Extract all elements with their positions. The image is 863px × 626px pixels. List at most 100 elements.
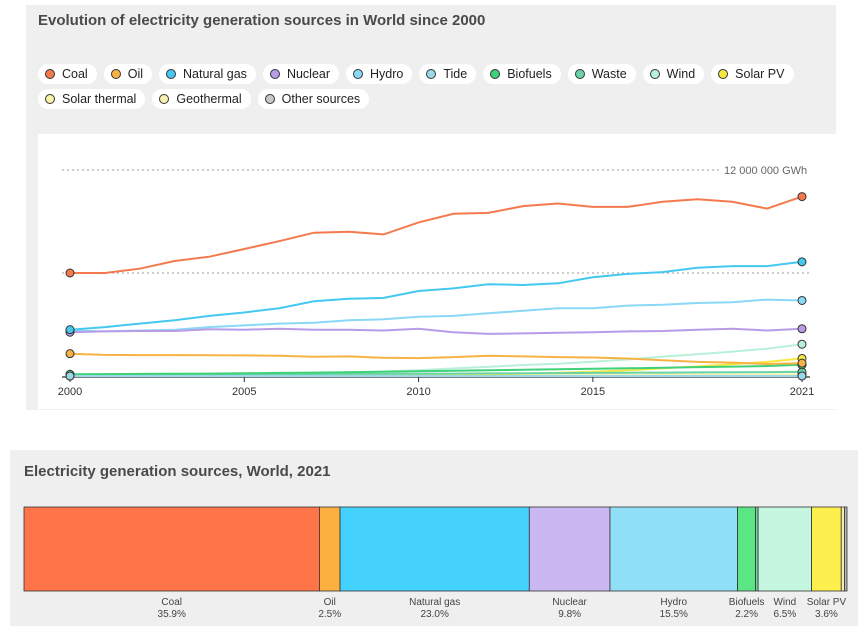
legend-label: Hydro: [370, 67, 404, 81]
legend-dot-icon: [269, 69, 280, 79]
bar-category-name: Coal: [161, 597, 182, 608]
legend-dot-icon: [110, 69, 121, 79]
end-point-hydro[interactable]: [797, 295, 807, 305]
bar-category-name: Oil: [323, 597, 336, 608]
legend-label: Solar thermal: [62, 92, 137, 106]
legend-dot-icon: [649, 69, 660, 79]
legend-item-natural-gas[interactable]: Natural gas: [159, 64, 256, 84]
end-point-wind[interactable]: [797, 339, 807, 349]
bar-segment-oil[interactable]: [319, 506, 341, 592]
reference-label: 12 000 000 GWh: [724, 165, 807, 177]
legend-label: Biofuels: [507, 67, 552, 81]
bar-segment-biofuels[interactable]: [737, 506, 757, 592]
legend-label: Wind: [666, 67, 696, 81]
x-tick-label: 2021: [790, 386, 814, 398]
bar-label-natural-gas: Natural gas 23.0%: [395, 597, 475, 621]
legend-dot-icon: [159, 94, 170, 104]
legend-item-tide[interactable]: Tide: [419, 64, 477, 84]
end-point-natural-gas[interactable]: [797, 257, 807, 267]
bar-segment-solar-pv[interactable]: [811, 506, 842, 592]
bar-category-name: Hydro: [660, 597, 688, 608]
legend-dot-icon: [718, 69, 729, 79]
start-point-natural-gas[interactable]: [65, 325, 75, 335]
start-point-coal[interactable]: [65, 268, 75, 278]
series-line-biofuels: [69, 363, 803, 376]
end-point-nuclear[interactable]: [797, 324, 807, 334]
legend-item-other-sources[interactable]: Other sources: [257, 89, 370, 109]
x-tick-label: 2015: [581, 386, 605, 398]
line-chart: 12 000 000 GWh 2000 2005 2010 2015 2021: [38, 134, 836, 409]
bar-percent-label: 6.5%: [773, 609, 797, 620]
legend-item-solar-pv[interactable]: Solar PV: [711, 64, 794, 84]
bar-segment-natural-gas[interactable]: [339, 506, 530, 592]
start-point-tide[interactable]: [65, 371, 75, 381]
bar-percent-label: 9.8%: [558, 609, 582, 620]
bar-percent-label: 2.5%: [318, 609, 342, 620]
bar-segment-hydro[interactable]: [609, 506, 738, 592]
legend-label: Other sources: [281, 92, 361, 106]
stacked-bar-chart: [23, 506, 848, 592]
legend-dot-icon: [264, 94, 275, 104]
bar-category-name: Solar PV: [806, 597, 847, 608]
bar-category-name: Nuclear: [552, 597, 587, 608]
legend: Coal Oil Natural gas Nuclear Hydro Tide Biofue…: [38, 64, 828, 114]
bar-percent-label: 3.6%: [815, 609, 838, 620]
series-line-oil: [69, 352, 803, 366]
legend-label: Natural gas: [183, 67, 247, 81]
bar-percent-label: 23.0%: [420, 609, 449, 620]
legend-item-wind[interactable]: Wind: [642, 64, 705, 84]
legend-dot-icon: [45, 69, 55, 79]
bar-label-oil: Oil 2.5%: [290, 597, 370, 621]
legend-item-oil[interactable]: Oil: [103, 64, 152, 84]
legend-item-coal[interactable]: Coal: [38, 64, 97, 84]
reference-label-bg: [720, 164, 812, 178]
legend-item-solar-thermal[interactable]: Solar thermal: [38, 89, 146, 109]
end-point-coal[interactable]: [797, 192, 807, 202]
bar-label-biofuels: Biofuels 2.2%: [707, 597, 787, 621]
bar-percent-label: 2.2%: [735, 609, 758, 620]
legend-item-nuclear[interactable]: Nuclear: [262, 64, 340, 84]
series-line-coal: [70, 195, 803, 274]
end-point-tide[interactable]: [797, 371, 807, 381]
plot-background: [38, 134, 836, 409]
legend-label: Coal: [62, 67, 88, 81]
legend-label: Nuclear: [286, 67, 331, 81]
series-line-hydro: [69, 298, 803, 333]
legend-label: Waste: [591, 67, 627, 81]
legend-item-waste[interactable]: Waste: [567, 64, 636, 84]
start-point-oil[interactable]: [65, 349, 75, 359]
x-tick-label: 2000: [58, 386, 82, 398]
legend-label: Oil: [127, 67, 143, 81]
bar-label-nuclear: Nuclear 9.8%: [530, 597, 610, 621]
bar-segment-coal[interactable]: [23, 506, 320, 592]
legend-label: Tide: [443, 67, 468, 81]
bar-segment-other-sources[interactable]: [844, 506, 848, 592]
legend-item-geothermal[interactable]: Geothermal: [152, 89, 251, 109]
series-line-natural-gas: [69, 260, 803, 331]
bar-category-name: Biofuels: [728, 597, 765, 608]
bar-label-coal: Coal 35.9%: [132, 597, 212, 621]
legend-item-hydro[interactable]: Hydro: [346, 64, 413, 84]
x-tick-label: 2010: [406, 386, 430, 398]
legend-label: Geothermal: [176, 92, 242, 106]
series-line-nuclear: [69, 327, 803, 335]
legend-dot-icon: [426, 69, 437, 79]
bar-segment-wind[interactable]: [757, 506, 813, 592]
line-chart-title: Evolution of electricity generation sour…: [38, 12, 486, 29]
legend-item-biofuels[interactable]: Biofuels: [483, 64, 561, 84]
legend-dot-icon: [166, 69, 176, 79]
bar-segment-geothermal[interactable]: [840, 506, 845, 592]
bar-chart-title: Electricity generation sources, World, 2…: [24, 463, 331, 480]
legend-dot-icon: [490, 69, 501, 79]
end-point-oil[interactable]: [797, 358, 807, 368]
bar-percent-label: 15.5%: [659, 609, 688, 620]
bar-segment-nuclear[interactable]: [528, 506, 611, 592]
legend-dot-icon: [353, 69, 364, 79]
legend-dot-icon: [45, 94, 55, 104]
bar-label-solar-pv: Solar PV 3.6%: [786, 597, 863, 621]
bar-percent-label: 35.9%: [157, 609, 186, 620]
bar-label-hydro: Hydro 15.5%: [634, 597, 714, 621]
legend-label: Solar PV: [735, 67, 785, 81]
bar-label-wind: Wind 6.5%: [745, 597, 825, 621]
legend-dot-icon: [574, 69, 585, 79]
